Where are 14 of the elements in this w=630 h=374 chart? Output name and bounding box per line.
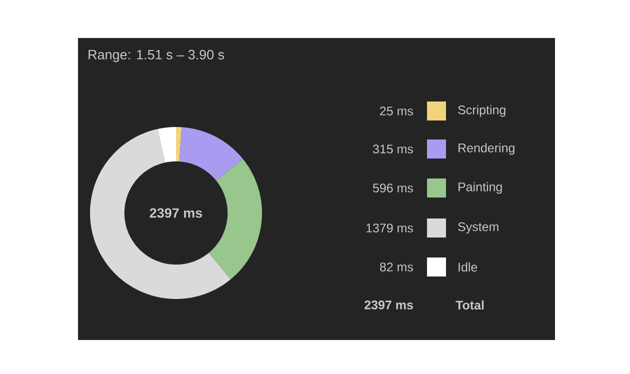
legend-label: Idle [458,262,478,272]
chart-title: Range: 1.51 s – 3.90 s [88,50,224,62]
data-label: 315 ms [372,144,414,154]
data-label: 1379 ms [366,224,413,232]
text: Total [456,300,484,310]
legend-label: Painting [458,182,502,194]
data-label: 596 ms [372,184,414,192]
data-label: 25 ms [380,106,414,116]
text: 2397 ms [364,300,413,310]
legend-label: Scripting [458,105,506,117]
legend-label: System [458,222,498,234]
text: 2397 ms [150,208,202,218]
legend-label: Rendering [458,143,514,155]
data-label: 82 ms [380,262,414,272]
